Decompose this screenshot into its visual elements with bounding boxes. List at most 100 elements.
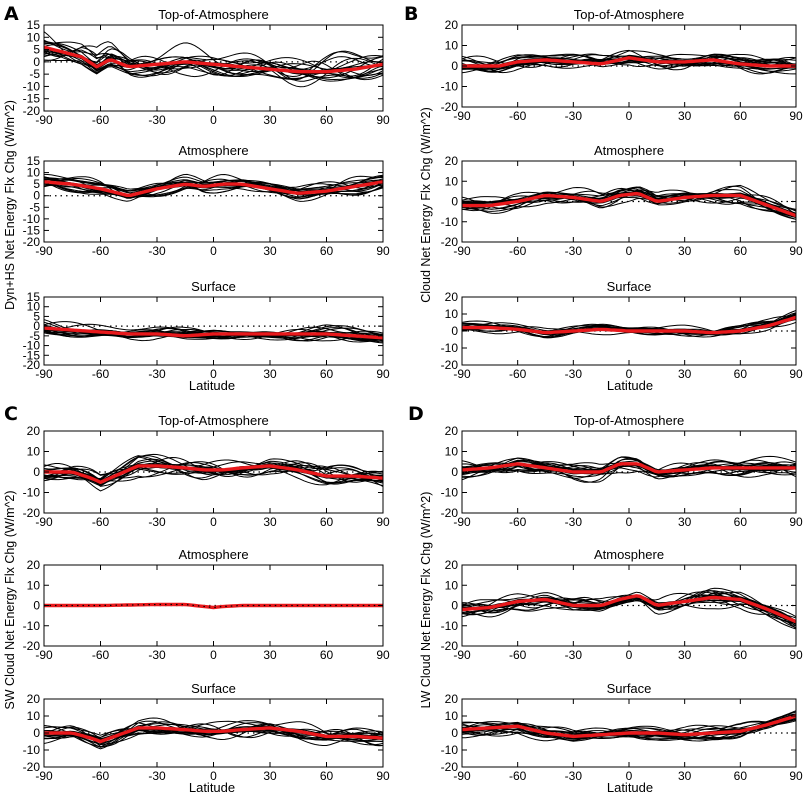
subplot-title: Surface: [191, 279, 236, 294]
subplot-title: Surface: [191, 681, 236, 696]
y-tick-label: 0: [451, 726, 458, 740]
y-tick-label: -10: [441, 743, 459, 757]
subplots: Top-of-Atmosphere-90 -60 -30 0 30 60 90-20-15-…: [23, 7, 803, 783]
x-tick-label: 30: [678, 648, 692, 662]
ensemble-member-line: [44, 44, 383, 79]
subplot-title: Top-of-Atmosphere: [158, 7, 269, 22]
y-tick-label: -5: [29, 67, 40, 81]
plot-area: [462, 587, 796, 630]
x-tick-label: -60: [509, 367, 527, 381]
y-tick-label: 10: [445, 445, 459, 459]
x-tick-label: 0: [210, 367, 217, 381]
x-tick-label: 0: [626, 109, 633, 123]
y-tick-label: -20: [23, 639, 41, 653]
x-tick-label: 0: [210, 648, 217, 662]
y-tick-label: -10: [23, 79, 41, 93]
panel-a-ylabel: Dyn+HS Net Energy Flx Chg (W/m^2): [3, 100, 17, 310]
ensemble-member-line: [44, 453, 383, 487]
panel-b-xlabel: Latitude: [607, 378, 653, 393]
y-tick-label: 10: [27, 709, 41, 723]
y-tick-label: 10: [27, 166, 41, 180]
subplot-C-toa: Top-of-Atmosphere -90 -60 -30 0 30 60 90 -20 -10 0…: [23, 413, 390, 529]
x-tick-label: 90: [789, 515, 803, 529]
x-tick-label: -90: [35, 515, 53, 529]
y-tick-label: -5: [29, 329, 40, 343]
y-tick-label: 20: [445, 558, 459, 572]
y-tick-label: -10: [23, 619, 41, 633]
y-tick-label: -20: [23, 358, 41, 372]
x-tick-label: -60: [92, 769, 110, 783]
ensemble-mean-line: [462, 714, 796, 739]
ensemble-member-line: [462, 186, 796, 216]
panel-b: B Cloud Net Energy Flx Chg (W/m^2) Latit…: [404, 3, 653, 393]
subplot-title: Atmosphere: [594, 547, 664, 562]
y-tick-label: 0: [451, 465, 458, 479]
panel-b-ylabel: Cloud Net Energy Flx Chg (W/m^2): [419, 107, 433, 303]
x-tick-label: 0: [626, 648, 633, 662]
ensemble-member-line: [44, 327, 383, 342]
ensemble-mean-line: [462, 594, 796, 624]
x-tick-label: -30: [565, 109, 583, 123]
y-tick-label: 5: [33, 43, 40, 57]
y-tick-label: -5: [29, 200, 40, 214]
ensemble-member-line: [44, 463, 383, 487]
y-tick-label: -10: [441, 486, 459, 500]
x-tick-label: -60: [509, 244, 527, 258]
x-tick-label: 0: [210, 113, 217, 127]
x-tick-label: 30: [263, 244, 277, 258]
x-tick-label: 90: [789, 648, 803, 662]
x-tick-label: 60: [320, 769, 334, 783]
y-tick-label: 0: [451, 324, 458, 338]
panel-d-xlabel: Latitude: [607, 780, 653, 795]
x-tick-label: -30: [148, 367, 166, 381]
y-tick-label: -10: [441, 80, 459, 94]
panel-letter-c: C: [4, 403, 18, 425]
y-tick-label: 10: [445, 578, 459, 592]
ensemble-member-line: [44, 461, 383, 492]
x-tick-label: -30: [148, 515, 166, 529]
plot-area: [462, 455, 796, 483]
subplot-A-toa: Top-of-Atmosphere-90 -60 -30 0 30 60 90-20-15-…: [23, 7, 390, 127]
x-tick-label: 60: [734, 648, 748, 662]
panel-d: D LW Cloud Net Energy Flx Chg (W/m^2) La…: [408, 403, 653, 795]
ensemble-mean-line: [44, 726, 383, 744]
y-tick-label: 20: [445, 18, 459, 32]
x-tick-label: 90: [789, 109, 803, 123]
x-tick-label: 60: [320, 113, 334, 127]
x-tick-label: -90: [35, 113, 53, 127]
y-tick-label: -20: [23, 235, 41, 249]
y-tick-label: -20: [441, 760, 459, 774]
x-tick-label: 60: [734, 769, 748, 783]
x-tick-label: 0: [626, 769, 633, 783]
y-tick-label: -20: [23, 760, 41, 774]
y-tick-label: 10: [445, 307, 459, 321]
subplot-C-atm: Atmosphere -90 -60 -30 0 30 60 90 -20 -10 0 10 20: [23, 547, 390, 662]
x-tick-label: 60: [734, 244, 748, 258]
y-tick-label: 20: [27, 558, 41, 572]
y-tick-label: 5: [33, 177, 40, 191]
subplot-title: Top-of-Atmosphere: [574, 7, 685, 22]
ensemble-mean-line: [462, 191, 796, 218]
y-tick-label: -10: [23, 212, 41, 226]
axes-frame: [43, 160, 384, 243]
x-tick-label: -60: [92, 515, 110, 529]
x-tick-label: -60: [92, 113, 110, 127]
y-tick-label: 0: [33, 189, 40, 203]
x-tick-label: -90: [453, 367, 471, 381]
subplot-C-sfc: Surface -90 -60 -30 0 30 60 90 -20 -10 0 10 20: [23, 681, 390, 783]
panel-c-xlabel: Latitude: [189, 780, 235, 795]
x-tick-label: 0: [210, 515, 217, 529]
x-tick-label: 0: [626, 515, 633, 529]
y-tick-label: 10: [445, 709, 459, 723]
x-tick-label: -30: [565, 648, 583, 662]
panel-letter-b: B: [404, 3, 418, 25]
x-tick-label: -60: [92, 244, 110, 258]
ensemble-member-line: [44, 723, 383, 748]
x-tick-label: -60: [509, 515, 527, 529]
x-tick-label: -60: [509, 109, 527, 123]
x-tick-label: 0: [210, 244, 217, 258]
x-tick-label: 30: [678, 769, 692, 783]
ensemble-mean-line: [44, 326, 383, 340]
x-tick-label: 60: [734, 367, 748, 381]
